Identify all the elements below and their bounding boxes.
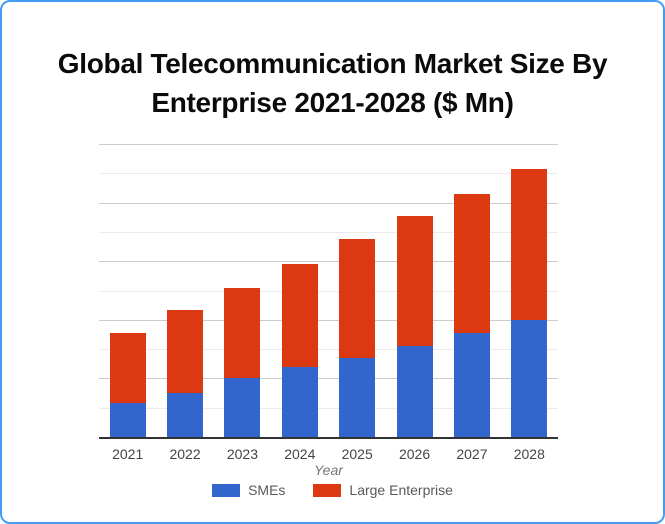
major-gridline — [99, 378, 558, 380]
bar-segment-large-enterprise — [224, 287, 261, 379]
minor-gridline — [99, 173, 558, 175]
bar-group-2022 — [167, 309, 204, 437]
bar-group-2023 — [224, 287, 261, 437]
bar-segment-large-enterprise — [281, 264, 318, 367]
chart-title: Global Telecommunication Market Size By … — [2, 44, 663, 122]
major-gridline — [99, 261, 558, 263]
x-tick-label-2022: 2022 — [169, 446, 201, 462]
minor-gridline — [99, 349, 558, 351]
x-axis-title: Year — [314, 462, 343, 478]
bar-segment-smes — [109, 403, 146, 437]
x-axis-tick-labels: 2021 2022 2023 2024 2025 2026 2027 2028 — [99, 446, 558, 462]
x-tick-label-2024: 2024 — [284, 446, 316, 462]
x-tick-label-2025: 2025 — [341, 446, 373, 462]
minor-gridline — [99, 231, 558, 233]
minor-gridline — [99, 290, 558, 292]
chart-title-line-2: Enterprise 2021-2028 ($ Mn) — [151, 87, 514, 118]
chart-title-line-1: Global Telecommunication Market Size By — [57, 48, 608, 79]
bar-group-2027 — [453, 193, 490, 437]
bar-segment-large-enterprise — [339, 239, 376, 358]
x-tick-label-2023: 2023 — [226, 446, 259, 462]
legend: SMEs Large Enterprise — [2, 482, 663, 498]
legend-swatch-icon — [313, 483, 342, 497]
x-tick-label-2026: 2026 — [398, 446, 431, 462]
bar-group-2021 — [109, 333, 146, 437]
bar-segment-large-enterprise — [396, 215, 433, 347]
bar-group-2026 — [396, 215, 433, 437]
x-tick-label-2027: 2027 — [456, 446, 488, 462]
plot-area — [99, 144, 558, 439]
bar-segment-large-enterprise — [511, 168, 548, 320]
legend-label: Large Enterprise — [349, 482, 453, 498]
bar-segment-smes — [281, 366, 318, 437]
legend-swatch-icon — [212, 483, 241, 497]
major-gridline — [99, 202, 558, 204]
major-gridline — [99, 319, 558, 321]
bar-segment-large-enterprise — [453, 193, 490, 333]
bar-segment-smes — [396, 346, 433, 437]
bar-group-2025 — [339, 239, 376, 437]
bar-segment-large-enterprise — [109, 333, 146, 404]
major-gridline — [99, 144, 558, 145]
x-tick-label-2021: 2021 — [112, 446, 144, 462]
bar-segment-smes — [511, 319, 548, 437]
bar-segment-smes — [339, 357, 376, 437]
legend-item-smes: SMEs — [212, 482, 285, 498]
bar-segment-smes — [224, 378, 261, 437]
bar-segment-large-enterprise — [167, 309, 204, 394]
bar-group-2028 — [511, 168, 548, 437]
minor-gridline — [99, 407, 558, 409]
x-tick-label-2028: 2028 — [513, 446, 545, 462]
bar-group-2024 — [281, 264, 318, 437]
bar-segment-smes — [167, 393, 204, 437]
bar-segment-smes — [453, 333, 490, 437]
legend-item-large-enterprise: Large Enterprise — [313, 482, 453, 498]
legend-label: SMEs — [248, 482, 286, 498]
